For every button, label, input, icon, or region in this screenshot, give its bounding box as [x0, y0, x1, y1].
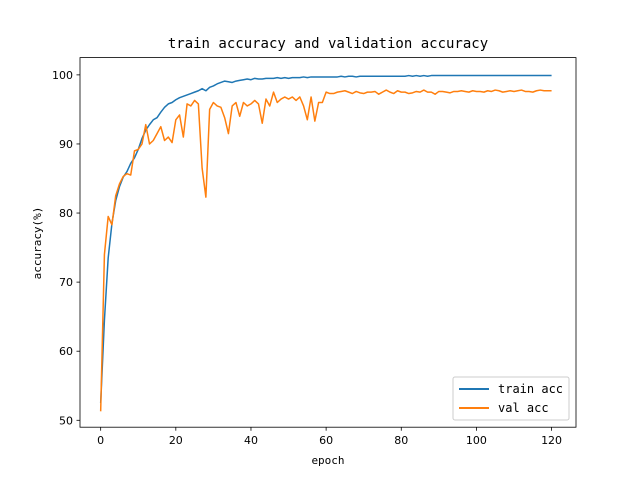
- x-axis-label: epoch: [311, 454, 344, 467]
- x-tick-label: 20: [169, 434, 183, 447]
- x-tick-label: 60: [319, 434, 333, 447]
- x-tick-label: 100: [466, 434, 487, 447]
- y-tick-label: 90: [59, 138, 73, 151]
- legend-label-val: val acc: [498, 401, 549, 415]
- legend-label-train: train acc: [498, 382, 563, 396]
- series-line-val-acc: [99, 89, 552, 412]
- y-tick-label: 80: [59, 207, 73, 220]
- x-axis: 0 20 40 60 80 100 120: [97, 427, 562, 447]
- x-tick-label: 80: [394, 434, 408, 447]
- y-tick-label: 70: [59, 276, 73, 289]
- x-tick-label: 40: [244, 434, 258, 447]
- y-axis: 50 60 70 80 90 100: [52, 69, 80, 427]
- x-tick-label: 0: [97, 434, 104, 447]
- plot-frame: [79, 57, 577, 428]
- y-axis-label: accuracy(%): [31, 207, 44, 280]
- y-tick-label: 60: [59, 345, 73, 358]
- y-tick-label: 50: [59, 414, 73, 427]
- series-line-train-acc: [99, 74, 552, 404]
- x-tick-label: 120: [541, 434, 562, 447]
- y-tick-label: 100: [52, 69, 73, 82]
- chart-title: train accuracy and validation accuracy: [168, 36, 488, 52]
- legend-box: [452, 376, 570, 421]
- series-group: [99, 74, 552, 412]
- legend: train acc val acc: [452, 376, 570, 421]
